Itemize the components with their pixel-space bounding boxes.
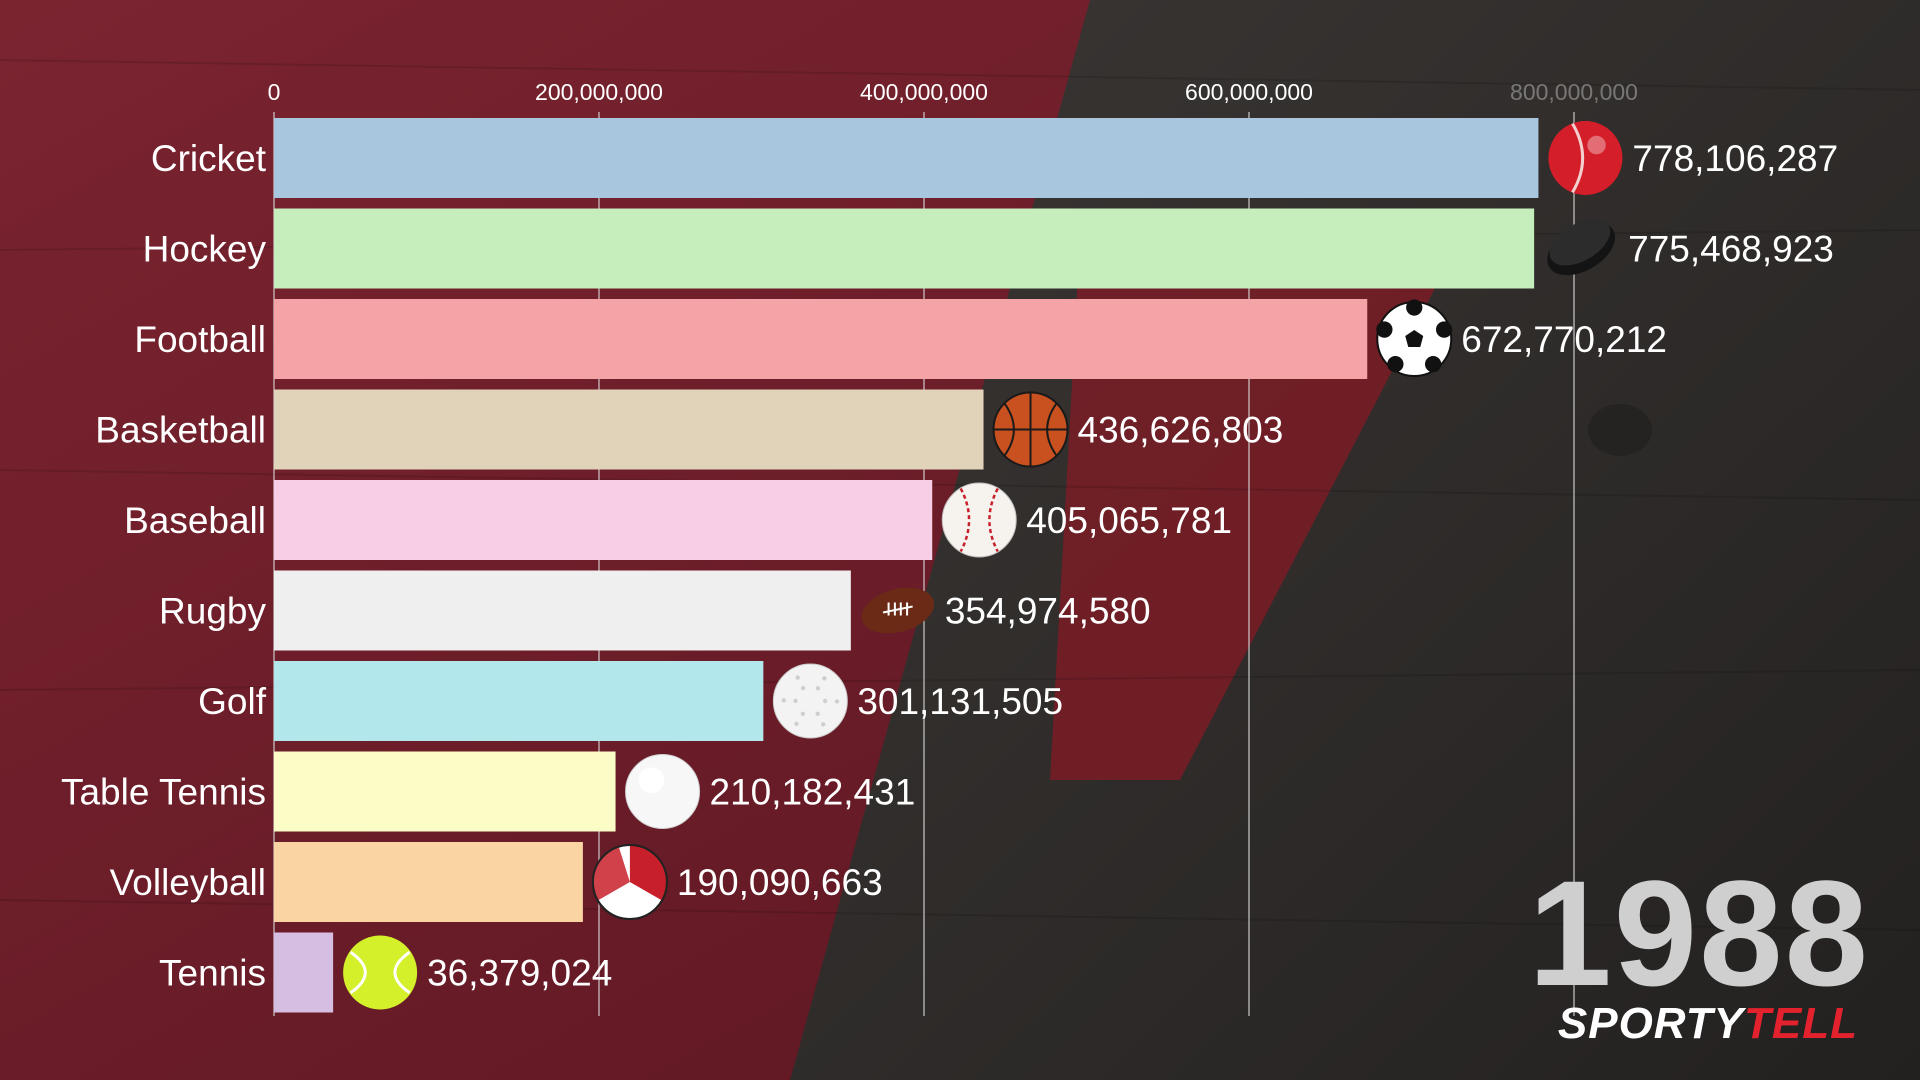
bar-row: Baseball 405,065,781	[124, 480, 1232, 560]
soccer-ball-icon	[1376, 299, 1453, 377]
value-label: 354,974,580	[945, 591, 1151, 632]
value-label: 36,379,024	[427, 953, 612, 994]
x-axis: 0 200,000,000 400,000,000 600,000,000 800,00…	[268, 79, 1638, 105]
hockey-puck-icon	[1547, 219, 1616, 276]
basketball-icon	[992, 391, 1069, 468]
value-label: 405,065,781	[1026, 500, 1232, 541]
category-label: Basketball	[95, 410, 266, 451]
bar	[274, 842, 583, 922]
bar	[274, 661, 764, 741]
x-tick-label: 400,000,000	[860, 79, 988, 105]
bar	[274, 932, 334, 1013]
category-label: Volleyball	[110, 862, 266, 903]
bar	[274, 389, 984, 470]
value-label: 436,626,803	[1078, 410, 1284, 451]
value-label: 210,182,431	[710, 772, 916, 813]
value-label: 775,468,923	[1628, 229, 1834, 270]
bar-row: Rugby 354,974,580	[159, 570, 1151, 651]
bar-row: Basketball 436,626,803	[95, 389, 1284, 470]
brand-logo: SPORTYTELL	[1558, 1002, 1858, 1046]
category-label: Cricket	[151, 138, 267, 179]
bar	[274, 480, 933, 560]
brand-part-2: TELL	[1744, 999, 1858, 1048]
baseball-icon	[941, 482, 1017, 558]
tennis-ball-icon	[343, 935, 418, 1010]
bars: Cricket 778,106,287 Hockey 775,468,923 Footb…	[61, 118, 1838, 1013]
bar-row: Table Tennis 210,182,431	[61, 751, 916, 832]
category-label: Hockey	[143, 229, 267, 270]
bar	[274, 570, 851, 651]
value-label: 301,131,505	[857, 681, 1063, 722]
bar	[274, 208, 1535, 289]
rugby-ball-icon	[861, 587, 935, 634]
category-label: Tennis	[159, 953, 266, 994]
bar-row: Volleyball 190,090,663	[110, 842, 883, 922]
volleyball-icon	[591, 844, 668, 920]
category-label: Football	[134, 319, 266, 360]
bar-row: Golf 301,131,505	[198, 661, 1063, 741]
bar-row: Football 672,770,212	[134, 299, 1667, 379]
x-tick-label: 800,000,000	[1510, 79, 1638, 105]
category-label: Table Tennis	[61, 772, 266, 813]
category-label: Baseball	[124, 500, 266, 541]
x-tick-label: 200,000,000	[535, 79, 663, 105]
value-label: 778,106,287	[1632, 138, 1838, 179]
x-tick-label: 600,000,000	[1185, 79, 1313, 105]
cricket-ball-icon	[1548, 121, 1623, 195]
bar-row: Tennis 36,379,024	[159, 932, 612, 1013]
category-label: Golf	[198, 681, 267, 722]
brand-part-1: SPORTY	[1557, 999, 1745, 1048]
bar	[274, 299, 1368, 379]
table-tennis-ball-icon	[625, 754, 701, 829]
bar	[274, 118, 1539, 198]
bar-row: Cricket 778,106,287	[151, 118, 1838, 198]
golf-ball-icon	[772, 663, 848, 739]
bar	[274, 751, 616, 832]
year-label: 1988	[1528, 849, 1870, 1017]
value-label: 190,090,663	[677, 862, 883, 903]
bar-row: Hockey 775,468,923	[143, 208, 1834, 289]
category-label: Rugby	[159, 591, 266, 632]
value-label: 672,770,212	[1461, 319, 1667, 360]
x-tick-label: 0	[268, 79, 281, 105]
